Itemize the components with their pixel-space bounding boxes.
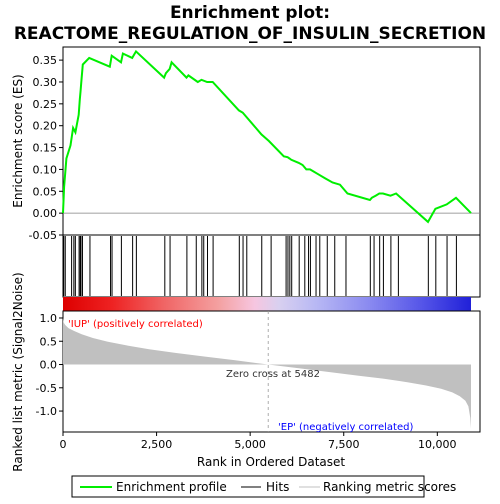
metric-x-tick-label: 10,000 [418,438,457,451]
metric-y-axis: -1.0 -0.5 0.0 0.5 1.0 [36,312,63,418]
metric-x-axis-label: Rank in Ordered Dataset [197,455,345,469]
metric-y-tick-label: -1.0 [36,405,57,418]
metric-y-tick-label: -0.5 [36,382,57,395]
metric-y-axis-label: Ranked list metric (Signal2Noise) [11,272,25,471]
legend-metric-label: Ranking metric scores [323,480,456,494]
metric-x-axis: 0 2,500 5,000 7,500 10,000 [60,432,457,451]
es-y-tick-label: -0.05 [29,229,57,242]
es-y-tick-label: 0.05 [33,185,58,198]
metric-panel: -1.0 -0.5 0.0 0.5 1.0 0 2,500 5,000 7,500 10,000… [11,272,481,472]
metric-x-tick-label: 7,500 [328,438,360,451]
metric-y-tick-label: 0.0 [40,359,58,372]
rank-color-bar [63,297,471,311]
legend-hits-label: Hits [266,480,289,494]
negative-correlation-label: 'EP' (negatively correlated) [278,422,413,433]
es-y-axis: -0.05 0.00 0.05 0.10 0.15 0.20 0.25 0.30 0.35 [29,54,63,242]
es-y-tick-label: 0.30 [33,76,58,89]
es-y-tick-label: 0.35 [33,54,58,67]
es-y-tick-label: 0.10 [33,163,58,176]
es-panel: -0.05 0.00 0.05 0.10 0.15 0.20 0.25 0.30 0.35 En… [11,46,481,242]
metric-x-tick-label: 2,500 [141,438,173,451]
plot-title-line2: REACTOME_REGULATION_OF_INSULIN_SECRETION [14,24,486,44]
es-y-tick-label: 0.15 [33,142,58,155]
ranking-metric-area [63,318,471,429]
metric-y-tick-label: 1.0 [40,312,58,325]
zero-cross-label: Zero cross at 5482 [226,369,320,380]
metric-x-tick-label: 0 [60,438,67,451]
metric-x-tick-label: 5,000 [234,438,266,451]
hits-panel [62,234,481,311]
es-y-axis-label: Enrichment score (ES) [11,74,25,207]
es-panel-frame [62,46,481,236]
positive-correlation-label: 'IUP' (positively correlated) [68,319,203,330]
es-y-tick-label: 0.00 [33,207,58,220]
enrichment-profile-line [62,49,472,224]
plot-title-line1: Enrichment plot: [170,3,330,23]
hit-lines [63,236,457,296]
es-y-tick-label: 0.20 [33,120,58,133]
metric-y-tick-label: 0.5 [40,335,58,348]
legend-enrichment-label: Enrichment profile [116,480,227,494]
legend: Enrichment profile Hits Ranking metric s… [71,475,456,498]
es-y-tick-label: 0.25 [33,98,58,111]
